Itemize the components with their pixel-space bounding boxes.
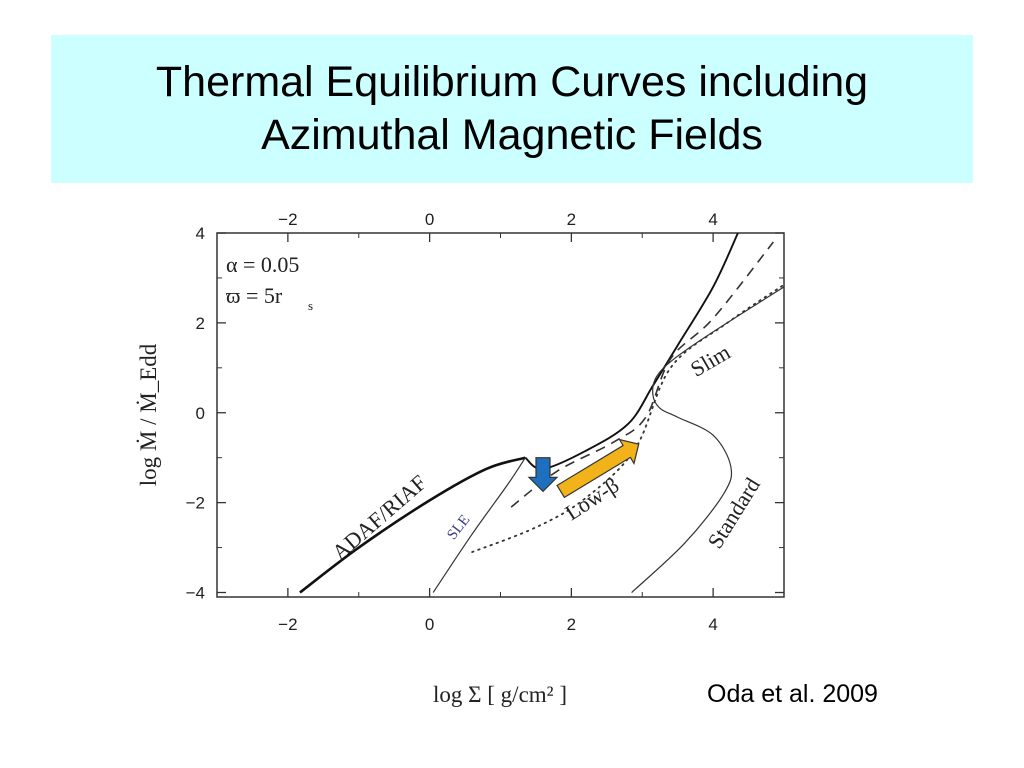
slide-title-line-2: Azimuthal Magnetic Fields <box>261 111 763 159</box>
series-curve-4 <box>432 457 526 593</box>
alpha-param-label: α = 0.05 <box>226 252 299 277</box>
x-tick-label: 4 <box>708 615 717 634</box>
y-tick-label: −2 <box>186 494 205 513</box>
label-layer: −2 −2 0 0 2 2 4 4 −4 −2 0 2 4 log Σ [ g/cm² ] log Ṁ / … <box>136 210 765 707</box>
x-top-tick-label: −2 <box>278 210 297 229</box>
y-tick-label: 2 <box>196 314 205 333</box>
x-top-tick-label: 2 <box>567 210 576 229</box>
arrow-layer <box>527 438 640 499</box>
standard-label: Standard <box>702 473 765 553</box>
plot-frame-layer <box>216 232 785 598</box>
slide-title-line-1: Thermal Equilibrium Curves including <box>155 58 869 106</box>
series-curve-0 <box>299 456 526 594</box>
y-axis-label: log Ṁ / Ṁ_Edd <box>136 343 161 486</box>
title-banner: Thermal Equilibrium Curves including Azi… <box>51 35 973 183</box>
radius-param-label: ϖ = 5r <box>226 283 283 308</box>
y-tick-label: 4 <box>196 224 205 243</box>
x-axis-label: log Σ [ g/cm² ] <box>433 682 567 707</box>
yellow-transition-arrow <box>556 438 640 499</box>
x-top-tick-label: 0 <box>425 210 434 229</box>
series-curve-5 <box>631 286 784 593</box>
x-tick-label: 2 <box>567 615 576 634</box>
series-curve-2 <box>510 241 774 508</box>
tick-layer <box>216 232 785 597</box>
x-tick-label: 0 <box>425 615 434 634</box>
y-tick-label: −4 <box>186 584 205 603</box>
blue-down-arrow <box>527 457 559 493</box>
citation-text: Oda et al. 2009 <box>707 680 878 708</box>
adaf-riaf-label: ADAF/RIAF <box>327 470 431 565</box>
x-tick-label: −2 <box>278 615 297 634</box>
radius-subscript: s <box>308 298 313 313</box>
x-top-tick-label: 4 <box>708 210 717 229</box>
plot-frame <box>216 232 785 598</box>
y-tick-label: 0 <box>196 404 205 423</box>
